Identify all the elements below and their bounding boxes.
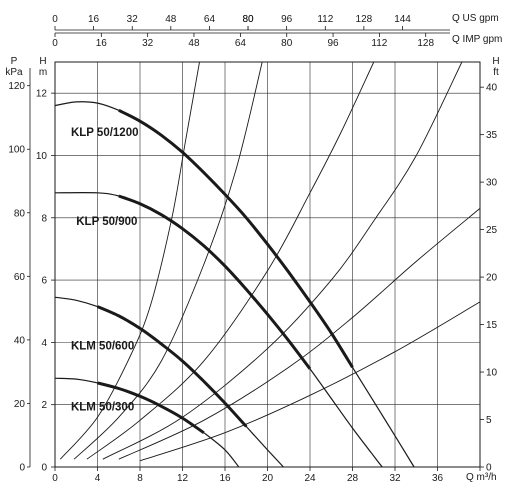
kpa-tick-label: 60 — [14, 272, 26, 283]
pump-curve-working-range — [97, 381, 205, 434]
curve-label: KLP 50/900 — [76, 216, 137, 228]
top-us-tick-label: 96 — [281, 14, 293, 25]
kpa-tick-label: 100 — [8, 145, 25, 156]
x-tick-label: 36 — [432, 473, 444, 484]
top-imp-axis-label: Q IMP gpm — [452, 34, 502, 45]
pump-curve-line — [54, 191, 383, 468]
top-us-axis-label: Q US gpm — [452, 13, 499, 24]
pump-curve-working-range — [118, 108, 354, 369]
top-us-tick-label: 128 — [356, 14, 373, 25]
pump-curve-working-range — [118, 194, 312, 370]
x-axis-label: Q m³/h — [466, 472, 497, 483]
system-curve — [86, 61, 375, 460]
curve-labels: KLP 50/1200 KLP 50/900 KLM 50/600 KLM 50/30… — [71, 127, 139, 413]
curve-label: KLM 50/300 — [71, 401, 134, 413]
top-us-tick-label: 64 — [204, 14, 216, 25]
top-imp-tick-label: 48 — [188, 38, 200, 49]
ft-tick-label: 5 — [486, 415, 492, 426]
grid — [55, 62, 480, 467]
m-tick-label: 10 — [36, 151, 48, 162]
ft-tick-label: 15 — [486, 320, 498, 331]
x-tick-label: 8 — [137, 473, 143, 484]
kpa-tick-label: 80 — [14, 208, 26, 219]
top-imp-tick-label: 0 — [52, 38, 58, 49]
kpa-tick-label: 40 — [14, 335, 26, 346]
pump-curve-working-range — [96, 305, 248, 428]
top-us-tick-label: 16 — [88, 14, 100, 25]
pump-curve-line — [54, 377, 240, 468]
m-tick-label: 2 — [41, 400, 47, 411]
ft-tick-label: 20 — [486, 273, 498, 284]
ft-tick-label: 30 — [486, 178, 498, 189]
curve-label: KLP 50/1200 — [71, 127, 139, 139]
kpa-tick-label: 120 — [8, 81, 25, 92]
m-tick-label: 8 — [41, 213, 47, 224]
top-us-tick-label: 144 — [394, 14, 411, 25]
top-imp-tick-label: 128 — [417, 38, 434, 49]
x-tick-label: 12 — [177, 473, 189, 484]
axes: 0 4 8 12 16 20 24 28 32 360 16 32 48 64 80 96 112 128 1448… — [5, 14, 499, 484]
top-us-tick-label: 0 — [52, 14, 58, 25]
top-imp-tick-label: 112 — [371, 38, 387, 49]
system-curve — [102, 61, 463, 460]
system-curve — [73, 61, 263, 460]
top-us-tick-label: 112 — [317, 14, 333, 25]
ft-tick-label: 25 — [486, 225, 498, 236]
ft-tick-label: 40 — [486, 83, 498, 94]
x-tick-label: 24 — [304, 473, 316, 484]
m-tick-label: 0 — [41, 463, 47, 474]
top-imp-tick-label: 96 — [327, 38, 339, 49]
top-imp-tick-label: 80 — [281, 38, 293, 49]
ft-tick-label: 10 — [486, 368, 498, 379]
kpa-tick-label: 20 — [14, 399, 26, 410]
system-curve — [139, 301, 481, 462]
top-imp-tick-label: 32 — [142, 38, 154, 49]
system-curve — [59, 61, 200, 460]
kpa-tick-label: 0 — [19, 463, 25, 474]
ft-tick-label: 35 — [486, 130, 498, 141]
pump-curves — [54, 101, 415, 468]
top-imp-tick-label: 16 — [96, 38, 108, 49]
x-tick-label: 16 — [219, 473, 231, 484]
m-tick-label: 4 — [41, 338, 47, 349]
pump-curve-line — [54, 296, 284, 468]
m-tick-label: 12 — [36, 89, 48, 100]
x-tick-label: 20 — [262, 473, 274, 484]
top-us-tick-label: 48 — [165, 14, 177, 25]
top-imp-tick-label: 64 — [235, 38, 247, 49]
x-tick-label: 32 — [389, 473, 401, 484]
top-us-tick-label: 32 — [127, 14, 139, 25]
x-tick-label: 28 — [347, 473, 359, 484]
x-tick-label: 0 — [52, 473, 58, 484]
top-us-tick-label: 80 — [242, 14, 254, 25]
curve-label: KLM 50/600 — [71, 341, 134, 353]
x-tick-label: 4 — [95, 473, 101, 484]
m-tick-label: 6 — [41, 276, 47, 287]
ft-tick-label: 0 — [486, 463, 492, 474]
top-us-tick-label: 80 — [242, 14, 254, 25]
